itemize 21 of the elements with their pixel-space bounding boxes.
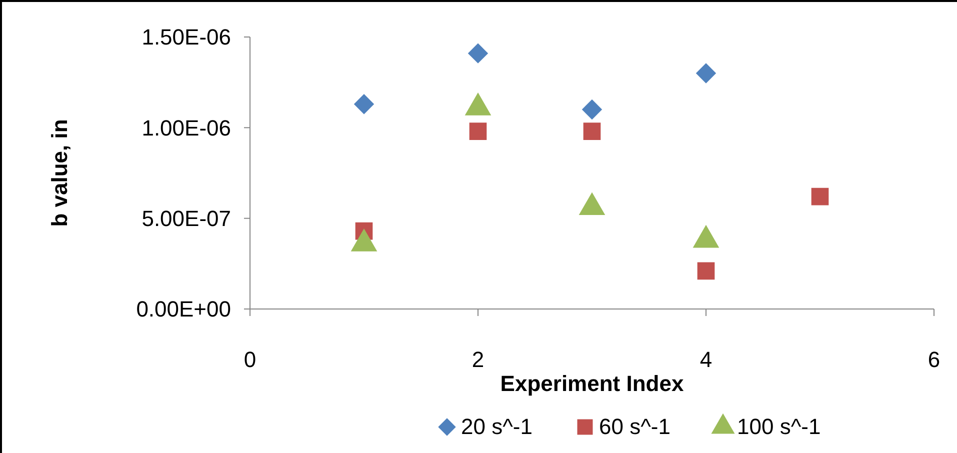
y-tick-label: 1.00E-06 bbox=[142, 115, 231, 140]
y-tick-label: 1.50E-06 bbox=[142, 24, 231, 50]
x-axis-title: Experiment Index bbox=[500, 371, 684, 396]
point bbox=[811, 188, 829, 206]
point bbox=[582, 99, 602, 120]
point bbox=[354, 94, 374, 114]
x-tick-label: 0 bbox=[244, 347, 256, 372]
y-axis-title: b value, in bbox=[47, 119, 72, 227]
x-tick-label: 6 bbox=[928, 347, 940, 372]
legend-label: 100 s^-1 bbox=[737, 414, 821, 439]
point bbox=[469, 122, 487, 140]
legend-label: 20 s^-1 bbox=[461, 414, 532, 439]
point bbox=[583, 122, 601, 140]
point bbox=[696, 63, 716, 84]
point bbox=[468, 43, 488, 64]
y-tick-label: 5.00E-07 bbox=[142, 206, 231, 232]
legend-label: 60 s^-1 bbox=[599, 414, 670, 439]
x-tick-label: 2 bbox=[472, 347, 484, 372]
point bbox=[697, 262, 715, 280]
y-tick-label: 0.00E+00 bbox=[136, 296, 231, 322]
x-tick-label: 4 bbox=[700, 347, 712, 372]
